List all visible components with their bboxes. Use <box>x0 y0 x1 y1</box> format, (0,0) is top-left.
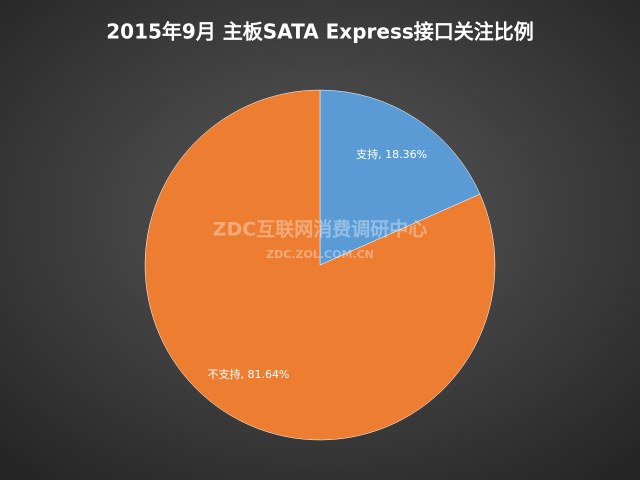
pie: 支持, 18.36% 不支持, 81.64% <box>144 89 496 441</box>
watermark-url: ZDC.ZOL.COM.CN <box>266 248 374 261</box>
pie-slice <box>144 89 496 441</box>
data-label: 支持, 18.36% <box>356 147 427 161</box>
data-label: 不支持, 81.64% <box>207 367 289 381</box>
pie-slice <box>319 89 481 266</box>
chart-title: 2015年9月 主板SATA Express接口关注比例 <box>106 20 534 44</box>
watermark: ZDC互联网消费调研中心 <box>213 218 428 241</box>
